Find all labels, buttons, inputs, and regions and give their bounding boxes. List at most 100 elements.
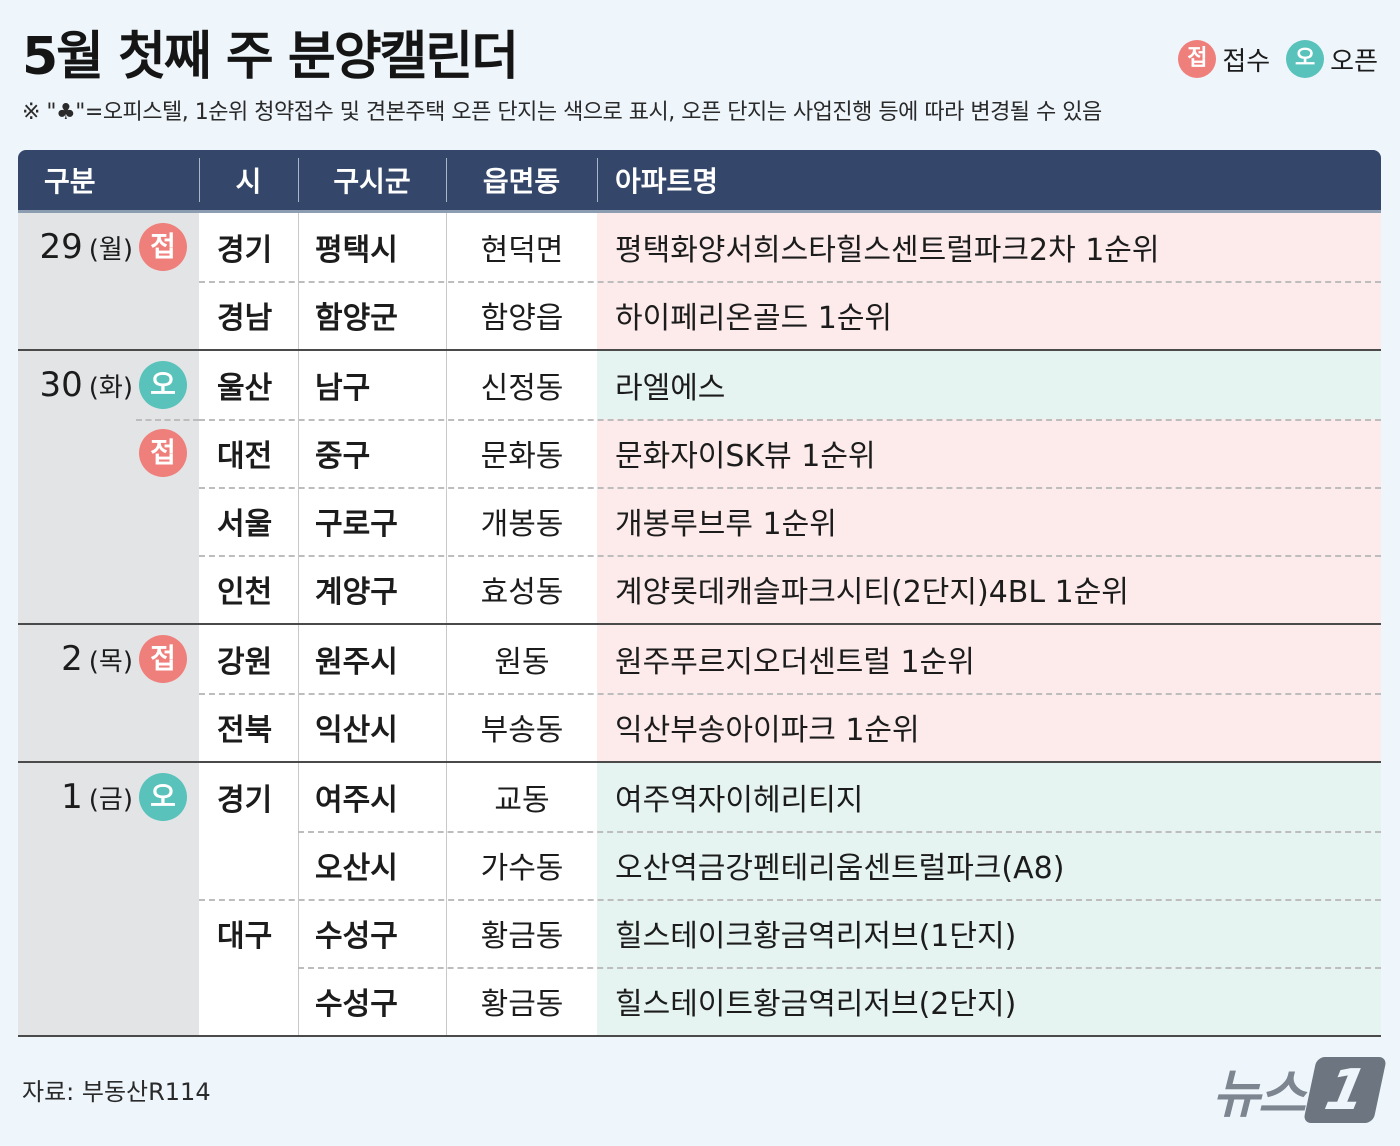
district-cell: 중구	[298, 419, 446, 487]
date-number: 29	[39, 227, 83, 267]
district-cell: 익산시	[298, 693, 446, 761]
table-row: 오산시 가수동 오산역금강펜테리움센트럴파크(A8)	[199, 831, 1381, 899]
apartment-name-cell: 하이페리온골드 1순위	[597, 281, 1381, 349]
table-row: 수성구 황금동 힐스테이트황금역리저브(2단지)	[199, 967, 1381, 1035]
header-city: 시	[199, 150, 298, 210]
legend: 접 접수 오 오픈	[1170, 40, 1378, 78]
city-cell	[199, 967, 298, 1035]
legend-receipt: 접 접수	[1178, 40, 1270, 78]
apartment-name-cell: 힐스테이트황금역리저브(2단지)	[597, 967, 1381, 1035]
city-cell: 대전	[217, 439, 273, 474]
town-cell: 현덕면	[446, 213, 597, 281]
table-row: 경남 함양군 함양읍 하이페리온골드 1순위	[199, 281, 1381, 349]
district-cell: 여주시	[298, 763, 446, 831]
header-town: 읍면동	[446, 150, 597, 210]
date-number: 1	[61, 777, 83, 817]
table-header: 구분 시 구시군 읍면동 아파트명	[18, 150, 1381, 213]
apartment-name-cell: 라엘에스	[597, 351, 1381, 419]
apartment-name-cell: 여주역자이헤리티지	[597, 763, 1381, 831]
city-cell: 경남	[217, 301, 273, 336]
town-cell: 황금동	[446, 899, 597, 967]
receipt-badge-icon: 접	[139, 429, 187, 477]
date-label: 2 (목) 접	[61, 625, 187, 693]
city-cell: 전북	[217, 713, 273, 748]
town-cell: 가수동	[446, 831, 597, 899]
date-number: 30	[39, 365, 83, 405]
date-label: 29 (월) 접	[40, 213, 187, 281]
date-label: 30 (화) 오	[40, 351, 187, 419]
weekday: (목)	[88, 646, 133, 677]
table-row: 전북 익산시 부송동 익산부송아이파크 1순위	[199, 693, 1381, 761]
city-cell: 경기	[217, 233, 273, 268]
city-cell: 대구	[217, 919, 273, 954]
date-label: 1 (금) 오	[61, 763, 187, 831]
group-rows: 경기 평택시 현덕면 평택화양서희스타힐스센트럴파크2차 1순위 경남 함양군 함양읍 하이페…	[199, 213, 1381, 349]
city-cell: 서울	[217, 507, 273, 542]
footnote: ※ "♣"=오피스텔, 1순위 청약접수 및 견본주택 오픈 단지는 색으로 표…	[22, 100, 1102, 125]
receipt-badge-icon: 접	[1178, 40, 1217, 78]
group-rows: 울산 남구 신정동 라엘에스 대전 중구 문화동 문화자이SK뷰 1순위 서울 구로구 개봉동 개봉루…	[199, 351, 1381, 623]
news1-logo: 뉴스 1	[1212, 1052, 1388, 1127]
town-cell: 개봉동	[446, 487, 597, 555]
apartment-name-cell: 힐스테이크황금역리저브(1단지)	[597, 899, 1381, 967]
table-row: 강원 원주시 원동 원주푸르지오더센트럴 1순위	[199, 625, 1381, 693]
date-column: 29 (월) 접	[18, 213, 199, 349]
district-cell: 함양군	[298, 281, 446, 349]
legend-receipt-label: 접수	[1222, 46, 1271, 77]
apartment-name-cell: 익산부송아이파크 1순위	[597, 693, 1381, 761]
district-cell: 구로구	[298, 487, 446, 555]
town-cell: 부송동	[446, 693, 597, 761]
district-cell: 계양구	[298, 555, 446, 623]
apartment-name-cell: 평택화양서희스타힐스센트럴파크2차 1순위	[597, 213, 1381, 281]
group-rows: 경기 여주시 교동 여주역자이헤리티지 오산시 가수동 오산역금강펜테리움센트럴파크(A8)…	[199, 763, 1381, 1035]
page-title: 5월 첫째 주 분양캘린더	[22, 27, 519, 87]
weekday: (화)	[88, 372, 133, 403]
date-group: 1 (금) 오 경기 여주시 교동 여주역자이헤리티지 오산시 가수동 오산역금강펜테리움센트럴파…	[18, 763, 1381, 1037]
town-cell: 교동	[446, 763, 597, 831]
table-row: 대구 수성구 황금동 힐스테이크황금역리저브(1단지)	[199, 899, 1381, 967]
header-district: 구시군	[298, 150, 446, 210]
date-divider	[136, 419, 199, 421]
open-badge-icon: 오	[1286, 40, 1325, 78]
apartment-name-cell: 계양롯데캐슬파크시티(2단지)4BL 1순위	[597, 555, 1381, 623]
date-column: 1 (금) 오	[18, 763, 199, 1035]
apartment-name-cell: 문화자이SK뷰 1순위	[597, 419, 1381, 487]
district-cell: 수성구	[298, 899, 446, 967]
apartment-name-cell: 원주푸르지오더센트럴 1순위	[597, 625, 1381, 693]
table-row: 울산 남구 신정동 라엘에스	[199, 351, 1381, 419]
town-cell: 황금동	[446, 967, 597, 1035]
logo-text: 뉴스	[1212, 1065, 1306, 1125]
table-row: 대전 중구 문화동 문화자이SK뷰 1순위	[199, 419, 1381, 487]
table-row: 경기 평택시 현덕면 평택화양서희스타힐스센트럴파크2차 1순위	[199, 213, 1381, 281]
city-cell	[199, 831, 298, 899]
receipt-badge-icon: 접	[139, 223, 187, 271]
header-apartment: 아파트명	[597, 150, 1381, 210]
date-column: 2 (목) 접	[18, 625, 199, 761]
weekday: (금)	[88, 784, 133, 815]
district-cell: 남구	[298, 351, 446, 419]
legend-open-label: 오픈	[1330, 46, 1378, 77]
table-body: 29 (월) 접 경기 평택시 현덕면 평택화양서희스타힐스센트럴파크2차 1순위 경남 함양군…	[18, 213, 1381, 1037]
table-row: 인천 계양구 효성동 계양롯데캐슬파크시티(2단지)4BL 1순위	[199, 555, 1381, 623]
legend-open: 오 오픈	[1286, 40, 1378, 78]
date-group: 30 (화) 오 접 울산 남구 신정동 라엘에스 대전 중구 문화동 문화자이SK뷰 1순위 서울 구로…	[18, 351, 1381, 625]
district-cell: 원주시	[298, 625, 446, 693]
city-cell: 경기	[217, 783, 273, 818]
city-cell: 인천	[217, 575, 273, 610]
open-badge-icon: 오	[139, 773, 187, 821]
apartment-name-cell: 오산역금강펜테리움센트럴파크(A8)	[597, 831, 1381, 899]
district-cell: 평택시	[298, 213, 446, 281]
header-category: 구분	[44, 165, 96, 198]
apartment-name-cell: 개봉루브루 1순위	[597, 487, 1381, 555]
district-cell: 오산시	[298, 831, 446, 899]
town-cell: 원동	[446, 625, 597, 693]
receipt-badge-icon: 접	[139, 635, 187, 683]
town-cell: 신정동	[446, 351, 597, 419]
schedule-table: 구분 시 구시군 읍면동 아파트명 29 (월) 접 경기 평택시 현덕면 평택화양서희스타…	[18, 150, 1381, 1037]
city-cell: 울산	[217, 371, 273, 406]
table-row: 서울 구로구 개봉동 개봉루브루 1순위	[199, 487, 1381, 555]
